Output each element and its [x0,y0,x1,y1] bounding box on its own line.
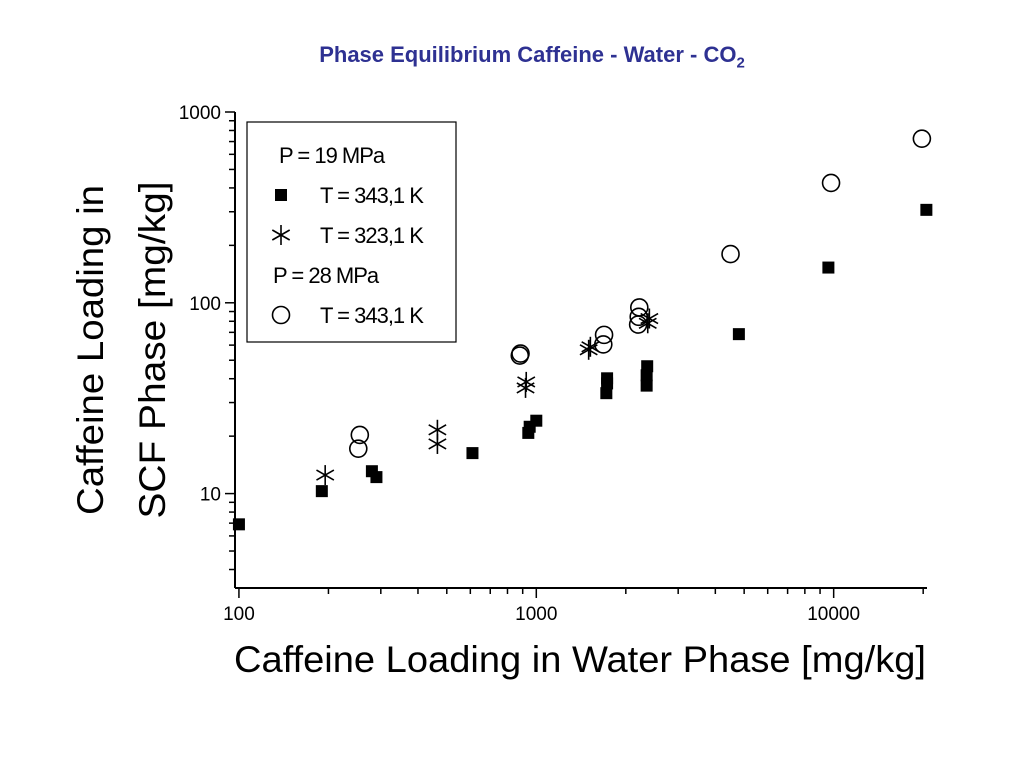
data-point-open-circle [593,335,613,354]
y-tick-label: 10 [200,485,221,506]
data-point-asterisk [271,225,291,245]
chart-title: Phase Equilibrium Caffeine - Water - CO2 [0,42,1024,71]
data-point-open-circle [348,439,368,458]
data-point-open-circle [912,129,932,148]
y-axis-title-line: Caffeine Loading in [70,185,111,515]
data-point-open-circle [594,325,614,345]
y-axis-title: Caffeine Loading in SCF Phase [mg/kg] [70,182,173,519]
data-point-filled-square [822,261,835,274]
y-tick-label: 1000 [179,103,221,124]
data-point-filled-square [601,372,614,385]
data-point-open-circle [350,425,370,445]
data-point-filled-square [600,387,613,400]
legend-entry-label: T = 323,1 K [320,223,424,248]
chart-title-subscript: 2 [736,54,745,72]
data-point-open-circle [511,344,530,363]
y-axis-title-line: SCF Phase [mg/kg] [132,182,173,519]
x-tick-label: 100 [223,604,255,625]
data-point-filled-square [732,328,745,341]
x-tick-label: 10000 [807,604,860,625]
legend-entry-label: T = 343,1 K [320,183,424,208]
legend-group-label: P = 28 MPa [273,263,380,288]
x-axis-title: Caffeine Loading in Water Phase [mg/kg] [234,639,926,680]
y-tick-label: 100 [189,294,221,315]
data-point-asterisk [428,419,447,440]
data-point-filled-square [275,189,287,201]
data-point-filled-square [530,414,543,427]
data-point-asterisk [517,371,536,392]
data-point-filled-square [232,518,245,531]
legend-group-label: P = 19 MPa [279,143,386,168]
data-point-open-circle [821,173,841,193]
data-point-open-circle [721,244,740,264]
legend-entry-label: T = 343,1 K [320,303,424,328]
data-point-asterisk [316,465,335,486]
data-point-open-circle [271,305,291,325]
data-point-filled-square [641,360,654,373]
x-tick-label: 1000 [515,604,557,625]
data-point-filled-square [920,203,933,216]
axes: 100 1000 10000 10 100 1000 [179,103,927,625]
data-point-open-circle [629,298,649,317]
data-point-filled-square [640,379,653,392]
data-point-filled-square [315,485,328,498]
chart-title-main: Phase Equilibrium Caffeine - Water - CO [319,42,737,67]
data-points [232,129,933,531]
data-point-filled-square [640,369,653,382]
data-point-open-circle [629,307,649,327]
data-point-filled-square [466,447,479,460]
data-point-filled-square [370,471,383,484]
legend-box [246,121,457,343]
legend: P = 19 MPa T = 343,1 K T = 323,1 K P = 28 M… [246,121,457,343]
